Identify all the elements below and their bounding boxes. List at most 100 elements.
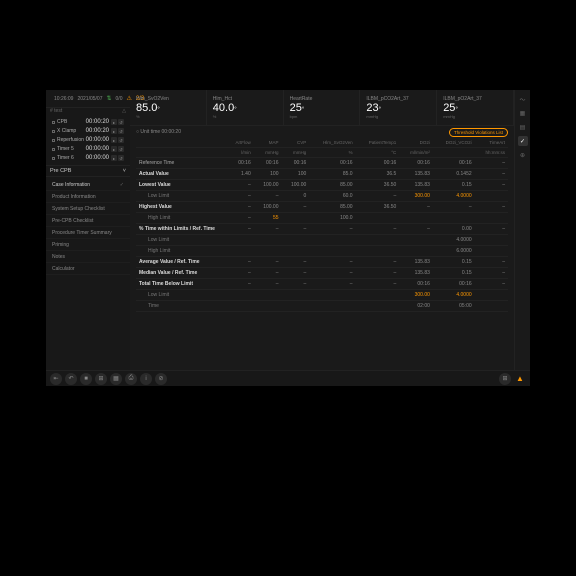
- menu-label: Case Information: [52, 182, 90, 188]
- timer-name: CPB: [57, 119, 67, 125]
- cell: [282, 301, 310, 312]
- cell: –: [282, 268, 310, 279]
- data-table-wrap: ArtFlowMAPCVPHlm_SvO2VenPatientTemp1DO2i…: [130, 138, 514, 386]
- vital-card[interactable]: ILBM_pCO2Art_37 23° mmHg: [360, 90, 437, 125]
- menu-label: Procedure Timer Summary: [52, 230, 112, 236]
- col-header: DO2i: [399, 138, 433, 148]
- timer-play-button[interactable]: ▸: [111, 137, 117, 143]
- view-mode-button[interactable]: ⊕: [518, 150, 528, 160]
- unit-time: ○ Unit time 00:00:20: [136, 129, 181, 135]
- timer-name: Timer 5: [57, 146, 74, 152]
- timer-reset-button[interactable]: ↺: [118, 146, 124, 152]
- cell: [399, 246, 433, 257]
- timer-reset-button[interactable]: ↺: [118, 128, 124, 134]
- cell: [309, 290, 355, 301]
- vital-card[interactable]: Hlm_SvO2Ven 85.0° %: [130, 90, 207, 125]
- timer-value: 00:00:00: [86, 137, 109, 143]
- timer-row: Reperfusion 00:00:00 ▸ ↺: [50, 136, 126, 144]
- session-label: # test: [50, 108, 62, 116]
- phase-selector[interactable]: Pre CPB ˅: [46, 166, 130, 177]
- col-header: CVP: [282, 138, 310, 148]
- cell: 100: [282, 169, 310, 180]
- cell: 135.83: [399, 268, 433, 279]
- col-header: TimeArt: [475, 138, 508, 148]
- toolbar-button[interactable]: ↶: [65, 373, 77, 385]
- cell: 300.00: [399, 290, 433, 301]
- menu-item[interactable]: Notes: [46, 251, 130, 263]
- cell: –: [475, 202, 508, 213]
- cell: 36.50: [356, 202, 400, 213]
- timer-reset-button[interactable]: ↺: [118, 137, 124, 143]
- vital-card[interactable]: HeartRate 25° bpm: [284, 90, 361, 125]
- menu-item[interactable]: Calculator: [46, 263, 130, 275]
- check-icon: ✓: [120, 182, 124, 188]
- vital-card[interactable]: ILBM_pO2Art_37 25° mmHg: [437, 90, 514, 125]
- toolbar-button[interactable]: ⊞: [95, 373, 107, 385]
- view-mode-button[interactable]: ▦: [518, 108, 528, 118]
- cell: [356, 301, 400, 312]
- cell: [282, 213, 310, 224]
- timer-play-button[interactable]: ▸: [111, 128, 117, 134]
- cell: Low Limit: [136, 235, 226, 246]
- cell: –: [475, 224, 508, 235]
- side-menu: Case Information ✓ Product InformationSyst…: [46, 177, 130, 386]
- view-mode-button[interactable]: ▤: [518, 122, 528, 132]
- session-icon[interactable]: △: [122, 108, 126, 116]
- col-unit: [433, 148, 475, 158]
- threshold-violations-button[interactable]: Threshold Violations List: [449, 128, 508, 137]
- toolbar-button[interactable]: ⊘: [155, 373, 167, 385]
- warning-icon[interactable]: ▲: [514, 373, 526, 385]
- timer-play-button[interactable]: ▸: [111, 146, 117, 152]
- ref-time-cell: 00:16: [399, 158, 433, 169]
- cell: [254, 235, 282, 246]
- cell: –: [254, 257, 282, 268]
- cell: 55: [254, 213, 282, 224]
- timer-play-button[interactable]: ▸: [111, 119, 117, 125]
- timer-icon: [52, 148, 55, 151]
- timer-play-button[interactable]: ▸: [111, 155, 117, 161]
- menu-item[interactable]: Priming: [46, 239, 130, 251]
- menu-item[interactable]: Procedure Timer Summary: [46, 227, 130, 239]
- toolbar-button[interactable]: i: [140, 373, 152, 385]
- cell: 0: [282, 191, 310, 202]
- cell: –: [254, 268, 282, 279]
- timer-reset-button[interactable]: ↺: [118, 155, 124, 161]
- view-mode-button[interactable]: ✓: [518, 136, 528, 146]
- menu-item[interactable]: Case Information ✓: [46, 179, 130, 191]
- cell: –: [282, 224, 310, 235]
- cell: Lowest Value: [136, 180, 226, 191]
- cell: –: [475, 180, 508, 191]
- cell: [282, 235, 310, 246]
- toolbar-button[interactable]: ⎙: [125, 373, 137, 385]
- vital-value: 40.0°: [213, 102, 277, 114]
- ref-time-cell: 00:16: [254, 158, 282, 169]
- vitals-strip: Hlm_SvO2Ven 85.0° %Hlm_Hct 40.0° %HeartR…: [130, 90, 514, 126]
- cell: –: [356, 191, 400, 202]
- menu-item[interactable]: System Setup Checklist: [46, 203, 130, 215]
- cell: 300.00: [399, 191, 433, 202]
- cell: Total Time Below Limit: [136, 279, 226, 290]
- col-header: MAP: [254, 138, 282, 148]
- cell: –: [226, 257, 254, 268]
- timer-value: 00:00:20: [86, 119, 109, 125]
- cell: –: [433, 202, 475, 213]
- timer-reset-button[interactable]: ↺: [118, 119, 124, 125]
- toolbar-button[interactable]: ⇤: [50, 373, 62, 385]
- toolbar-button[interactable]: ▦: [110, 373, 122, 385]
- footer-button[interactable]: ⊞: [499, 373, 511, 385]
- menu-item[interactable]: Product Information: [46, 191, 130, 203]
- timer-icon: [52, 139, 55, 142]
- cell: 00:16: [433, 279, 475, 290]
- date: 2021/05/07: [77, 96, 102, 102]
- vital-card[interactable]: Hlm_Hct 40.0° %: [207, 90, 284, 125]
- ref-time-cell: 00:16: [282, 158, 310, 169]
- col-unit: [136, 148, 226, 158]
- cell: [475, 191, 508, 202]
- toolbar-button[interactable]: ■: [80, 373, 92, 385]
- cell: –: [475, 268, 508, 279]
- col-unit: hh:mm:ss: [475, 148, 508, 158]
- menu-item[interactable]: Pre-CPB Checklist: [46, 215, 130, 227]
- cell: 100: [254, 169, 282, 180]
- timer-row: CPB 00:00:20 ▸ ↺: [50, 118, 126, 126]
- view-mode-button[interactable]: 〜: [518, 94, 528, 104]
